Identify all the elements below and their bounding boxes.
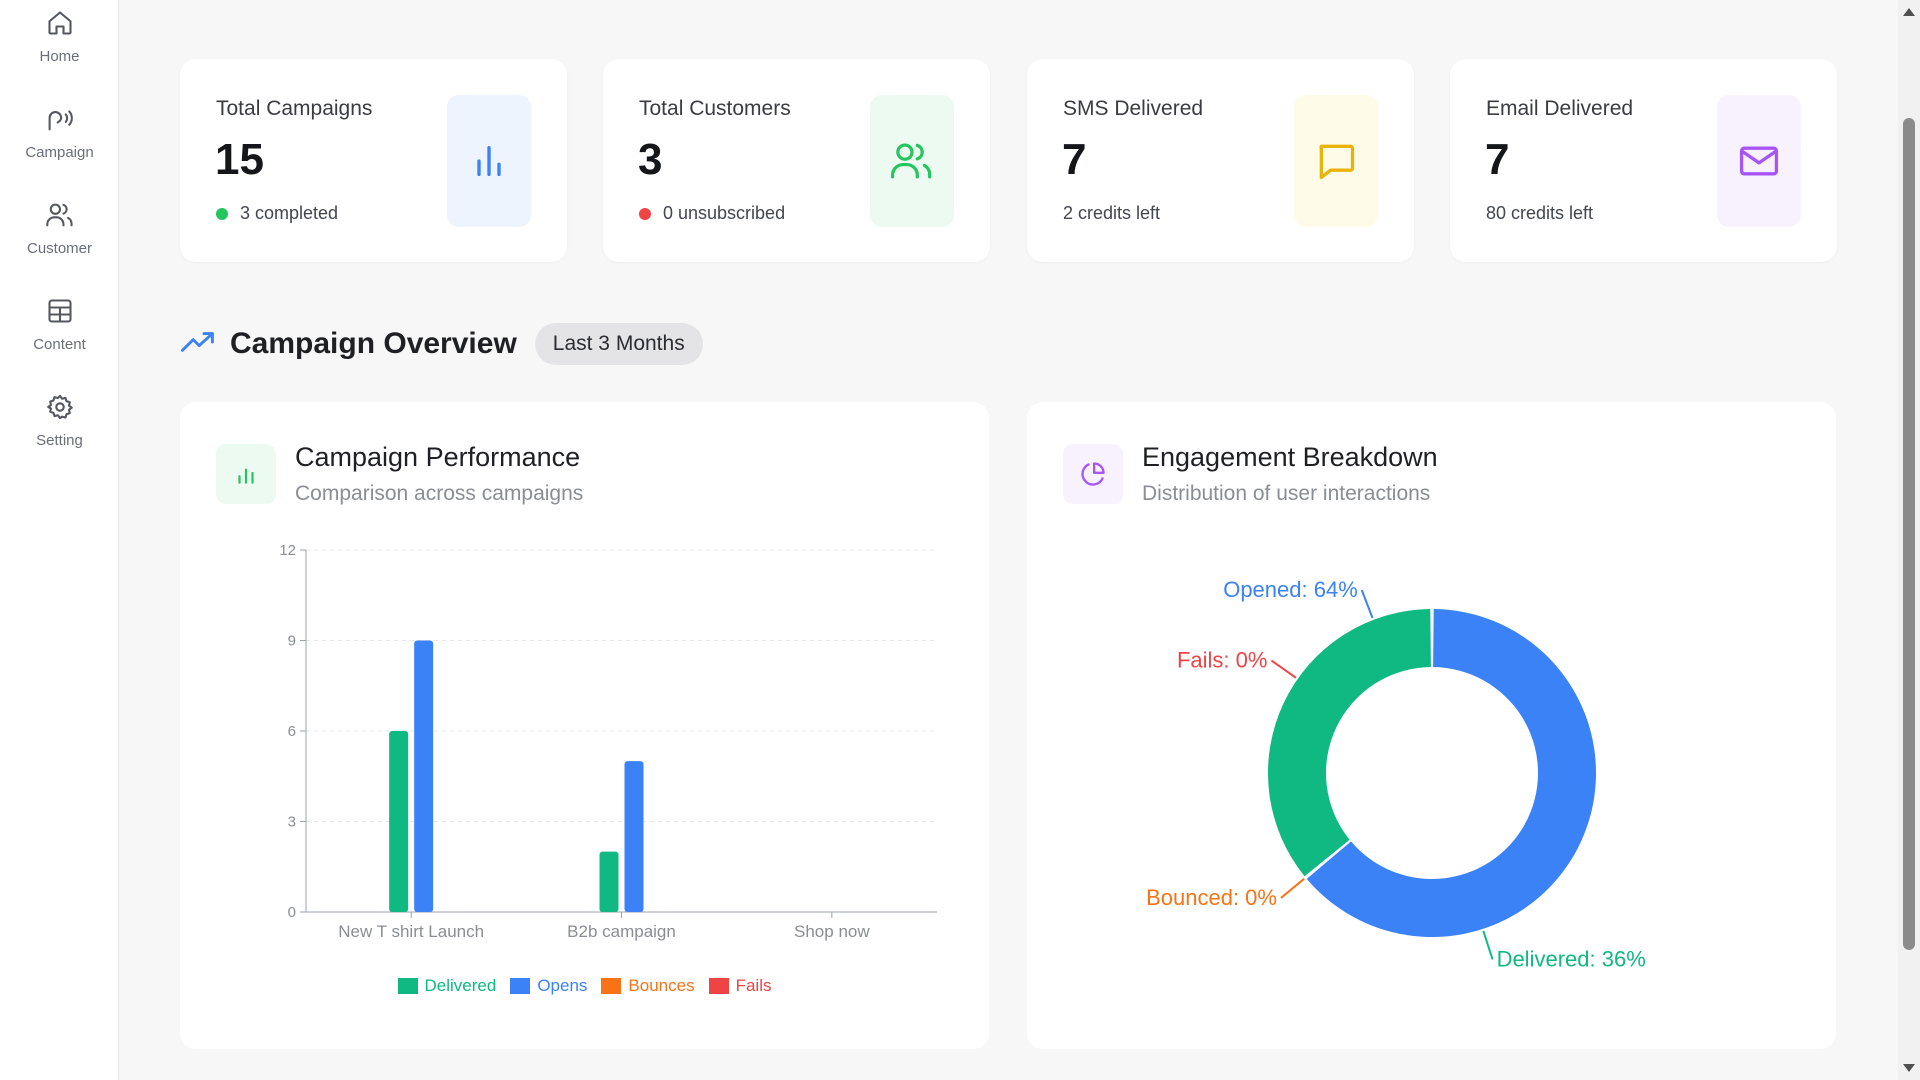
pie-chart-icon — [1063, 444, 1123, 504]
legend-label: Opens — [537, 976, 588, 995]
x-tick-label: B2b campaign — [567, 922, 676, 941]
leader-line — [1280, 878, 1305, 899]
sidebar-item-label: Home — [39, 48, 80, 65]
y-tick-label: 6 — [288, 723, 296, 740]
legend-item-opens[interactable]: Opens — [510, 976, 587, 996]
legend-label: Delivered — [424, 976, 497, 995]
legend-item-bounces[interactable]: Bounces — [601, 976, 695, 996]
stat-value: 7 — [1485, 135, 1510, 184]
legend-swatch — [397, 978, 418, 994]
stat-sub-text: 80 credits left — [1486, 203, 1594, 223]
campaign-icon — [45, 104, 75, 134]
bar-delivered[interactable] — [599, 851, 619, 912]
slice-label-delivered: Delivered: 36% — [1497, 946, 1646, 971]
stat-title: Total Customers — [639, 97, 791, 120]
bar-delivered[interactable] — [389, 731, 409, 912]
message-icon — [1294, 95, 1378, 227]
status-dot — [216, 207, 228, 220]
sidebar-item-home[interactable]: Home — [0, 8, 119, 88]
gear-icon — [45, 392, 75, 422]
stat-sub-text: 3 completed — [240, 203, 339, 223]
stat-card-sms: SMS Delivered 7 2 credits left — [1027, 59, 1414, 262]
stat-sub: 3 completed — [216, 203, 338, 224]
home-icon — [45, 8, 75, 38]
stat-sub-text: 0 unsubscribed — [663, 203, 786, 223]
legend-item-delivered[interactable]: Delivered — [397, 976, 497, 996]
y-tick-label: 3 — [288, 814, 296, 831]
bar-chart: 0 3 6 9 12 New T shirt Launch B2b campaign Shop… — [279, 542, 937, 941]
panel-title: Engagement Breakdown — [1142, 442, 1438, 472]
period-filter[interactable]: Last 3 Months — [534, 323, 703, 365]
users-icon — [870, 95, 954, 227]
x-tick-label: Shop now — [794, 922, 870, 941]
stat-value: 3 — [638, 135, 663, 184]
slice-label-fails: Fails: 0% — [1177, 648, 1267, 673]
stat-title: SMS Delivered — [1063, 97, 1204, 120]
legend-label: Fails — [735, 976, 772, 995]
slice-label-opened: Opened: 64% — [1223, 577, 1358, 602]
bar-chart-icon — [447, 95, 531, 227]
donut-chart: Opened: 64% Bounced: 0% Delivered: 36% Fail… — [1146, 577, 1646, 971]
status-dot — [639, 207, 651, 220]
scroll-thumb[interactable] — [1903, 118, 1915, 950]
sidebar: Home Campaign Customer Content Setting — [0, 0, 119, 1080]
sidebar-item-label: Setting — [36, 432, 83, 449]
chart-legend: Delivered Opens Bounces Fails — [180, 976, 989, 996]
engagement-breakdown-panel: Engagement Breakdown Distribution of use… — [1027, 402, 1836, 1049]
donut-slice-delivered[interactable] — [1268, 609, 1431, 877]
donut-slice-opened[interactable] — [1306, 609, 1596, 937]
panel-title: Campaign Performance — [295, 442, 581, 472]
grid-icon — [45, 296, 75, 326]
legend-swatch — [708, 978, 729, 994]
sidebar-item-content[interactable]: Content — [0, 296, 119, 376]
legend-swatch — [510, 978, 531, 994]
stat-sub: 2 credits left — [1063, 203, 1160, 224]
sidebar-item-label: Customer — [26, 240, 93, 257]
vertical-scrollbar[interactable] — [1898, 0, 1920, 1080]
sidebar-item-campaign[interactable]: Campaign — [0, 104, 119, 184]
sidebar-item-label: Content — [33, 336, 86, 353]
campaign-performance-panel: Campaign Performance Comparison across c… — [180, 402, 989, 1049]
sidebar-item-customer[interactable]: Customer — [0, 200, 119, 280]
bar-chart-icon — [216, 444, 276, 504]
bar-opens[interactable] — [624, 761, 644, 912]
slice-label-bounced: Bounced: 0% — [1146, 885, 1277, 910]
sidebar-item-setting[interactable]: Setting — [0, 392, 119, 472]
trending-up-icon — [180, 330, 216, 359]
stat-card-customers: Total Customers 3 0 unsubscribed — [603, 59, 990, 262]
y-tick-label: 9 — [288, 633, 296, 650]
leader-line — [1360, 589, 1374, 619]
stat-card-campaigns: Total Campaigns 15 3 completed — [180, 59, 567, 262]
scroll-down-arrow-icon[interactable] — [1903, 1064, 1915, 1072]
y-tick-label: 0 — [288, 904, 296, 921]
x-tick-label: New T shirt Launch — [338, 922, 484, 941]
users-icon — [45, 200, 75, 230]
stat-sub: 0 unsubscribed — [639, 203, 785, 224]
sidebar-item-label: Campaign — [25, 144, 94, 161]
scroll-up-arrow-icon[interactable] — [1903, 8, 1915, 16]
mail-icon — [1717, 95, 1801, 227]
section-title: Campaign Overview — [230, 327, 517, 360]
stat-sub-text: 2 credits left — [1063, 203, 1161, 223]
stat-card-email: Email Delivered 7 80 credits left — [1450, 59, 1837, 262]
y-tick-label: 12 — [279, 542, 296, 559]
bar-opens[interactable] — [414, 640, 434, 913]
legend-swatch — [601, 978, 622, 994]
panel-subtitle: Distribution of user interactions — [1142, 482, 1431, 505]
leader-line — [1482, 930, 1494, 960]
stat-value: 15 — [215, 135, 264, 184]
stat-sub: 80 credits left — [1486, 203, 1593, 224]
panel-subtitle: Comparison across campaigns — [295, 482, 584, 505]
legend-label: Bounces — [628, 976, 695, 995]
stat-value: 7 — [1062, 135, 1087, 184]
section-header: Campaign Overview Last 3 Months — [180, 322, 703, 366]
legend-item-fails[interactable]: Fails — [708, 976, 772, 996]
stat-title: Email Delivered — [1486, 97, 1634, 120]
stat-title: Total Campaigns — [216, 97, 373, 120]
leader-line — [1270, 659, 1297, 679]
